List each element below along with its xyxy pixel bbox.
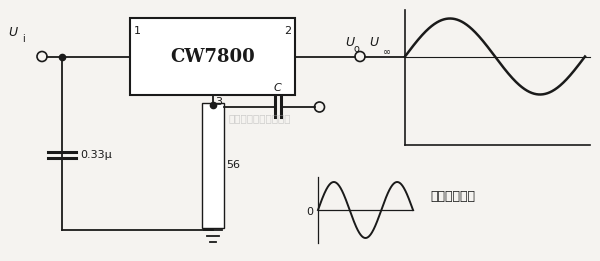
Text: 0.33μ: 0.33μ <box>80 150 112 160</box>
Text: $\mathrm{i}$: $\mathrm{i}$ <box>22 32 26 44</box>
Text: 1: 1 <box>134 26 141 36</box>
Text: $U$: $U$ <box>369 36 380 49</box>
Text: C: C <box>274 83 281 93</box>
Text: 2: 2 <box>284 26 291 36</box>
Text: 56: 56 <box>227 161 241 170</box>
Text: $\mathrm{o}$: $\mathrm{o}$ <box>353 44 361 54</box>
FancyBboxPatch shape <box>130 18 295 95</box>
Text: CW7800: CW7800 <box>170 48 255 66</box>
Text: $U$: $U$ <box>345 36 356 49</box>
FancyBboxPatch shape <box>202 103 223 228</box>
Text: 杭州得睷科技有限公司: 杭州得睷科技有限公司 <box>229 113 291 123</box>
Text: $U$: $U$ <box>8 26 19 39</box>
Text: $\infty$: $\infty$ <box>382 46 391 56</box>
Text: 输入调制信号: 输入调制信号 <box>430 191 475 204</box>
Text: 3: 3 <box>215 97 223 107</box>
Text: 0: 0 <box>306 207 313 217</box>
